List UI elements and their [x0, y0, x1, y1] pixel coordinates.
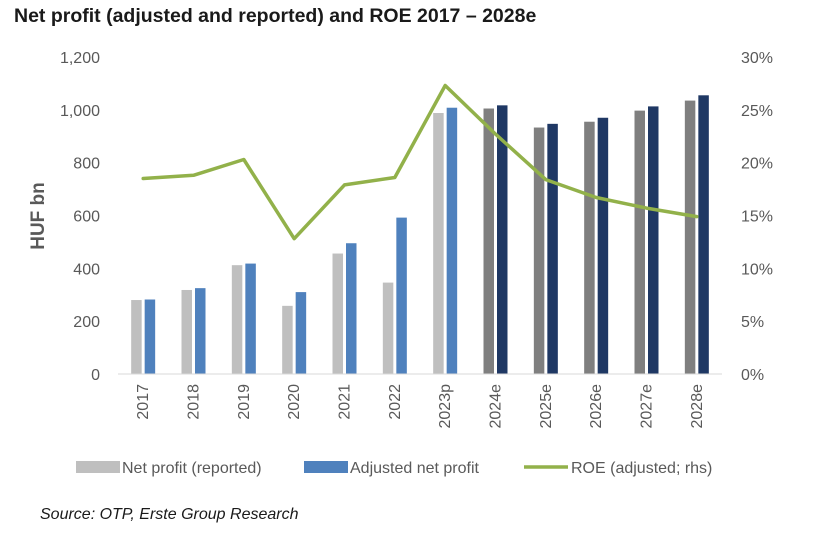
bar-adjusted-2021 — [346, 243, 357, 374]
bar-adjusted-2017 — [144, 299, 156, 374]
bar-adjusted-2028e — [698, 95, 709, 374]
y-tick-label: 1,000 — [60, 103, 100, 120]
bar-adjusted-2020 — [295, 292, 307, 374]
bar-adjusted-2023p — [446, 107, 458, 374]
bar-adjusted-2024e — [497, 105, 508, 374]
y-tick-label: 800 — [73, 156, 100, 173]
bar-reported-2017 — [131, 300, 142, 374]
y-tick-label: 600 — [73, 209, 100, 226]
y2-tick-label: 20% — [741, 156, 773, 173]
bar-reported-2028e — [684, 100, 696, 375]
legend-label-roe: ROE (adjusted; rhs) — [571, 460, 712, 477]
y-tick-label: 400 — [73, 261, 100, 278]
bar-reported-2022 — [382, 282, 394, 374]
x-tick-label: 2027e — [639, 384, 656, 429]
legend-label-adjusted: Adjusted net profit — [350, 460, 480, 477]
x-tick-label: 2025e — [538, 384, 555, 429]
chart: 0 200 400 600 800 1,000 1,200 0% 5% 10% 15% 20% 25%… — [28, 50, 773, 477]
bar-adjusted-2026e — [597, 117, 609, 374]
y2-tick-label: 25% — [741, 103, 773, 120]
bar-reported-2021 — [332, 253, 343, 374]
x-tick-label: 2022 — [387, 384, 404, 420]
bar-adjusted-2022 — [396, 217, 407, 374]
bar-reported-2020 — [282, 305, 293, 374]
legend: Net profit (reported) Adjusted net profi… — [76, 460, 712, 477]
chart-title: Net profit (adjusted and reported) and R… — [14, 5, 537, 27]
bar-reported-2023p — [433, 113, 444, 375]
x-tick-label: 2026e — [588, 384, 605, 429]
y-axis-right: 0% 5% 10% 15% 20% 25% 30% — [741, 50, 773, 384]
bar-adjusted-2027e — [648, 106, 659, 374]
x-tick-label: 2023p — [437, 384, 454, 429]
legend-swatch-adjusted — [304, 461, 348, 473]
legend-swatch-reported — [76, 461, 120, 473]
bar-reported-2024e — [483, 108, 494, 374]
y2-tick-label: 10% — [741, 261, 773, 278]
x-tick-label: 2018 — [186, 384, 203, 420]
y-axis-left: 0 200 400 600 800 1,000 1,200 — [60, 50, 100, 384]
roe-line — [141, 83, 699, 241]
source-note: Source: OTP, Erste Group Research — [40, 506, 299, 523]
bar-reported-2027e — [634, 110, 645, 375]
x-tick-label: 2024e — [488, 384, 505, 429]
y2-tick-label: 30% — [741, 50, 773, 67]
y2-tick-label: 15% — [741, 209, 773, 226]
y-tick-label: 200 — [73, 314, 100, 331]
bars-layer — [131, 95, 709, 375]
bar-reported-2019 — [231, 265, 243, 374]
y2-tick-label: 0% — [741, 367, 764, 384]
x-tick-label: 2019 — [236, 384, 253, 420]
x-tick-label: 2017 — [135, 384, 152, 420]
x-axis: 2017 2018 2019 2020 2021 2022 2023p 2024e 2025e 2… — [135, 384, 706, 429]
bar-reported-2018 — [181, 289, 192, 374]
y-tick-label: 1,200 — [60, 50, 100, 67]
x-tick-label: 2021 — [337, 384, 354, 420]
bar-reported-2026e — [584, 121, 595, 375]
bar-reported-2025e — [533, 127, 545, 374]
x-tick-label: 2020 — [286, 384, 303, 420]
bar-adjusted-2025e — [547, 123, 558, 374]
x-tick-label: 2028e — [689, 384, 706, 429]
bar-adjusted-2018 — [195, 288, 206, 374]
legend-label-reported: Net profit (reported) — [122, 460, 262, 477]
y-tick-label: 0 — [91, 367, 100, 384]
y-axis-label: HUF bn — [28, 182, 49, 250]
y2-tick-label: 5% — [741, 314, 764, 331]
bar-adjusted-2019 — [245, 263, 256, 374]
